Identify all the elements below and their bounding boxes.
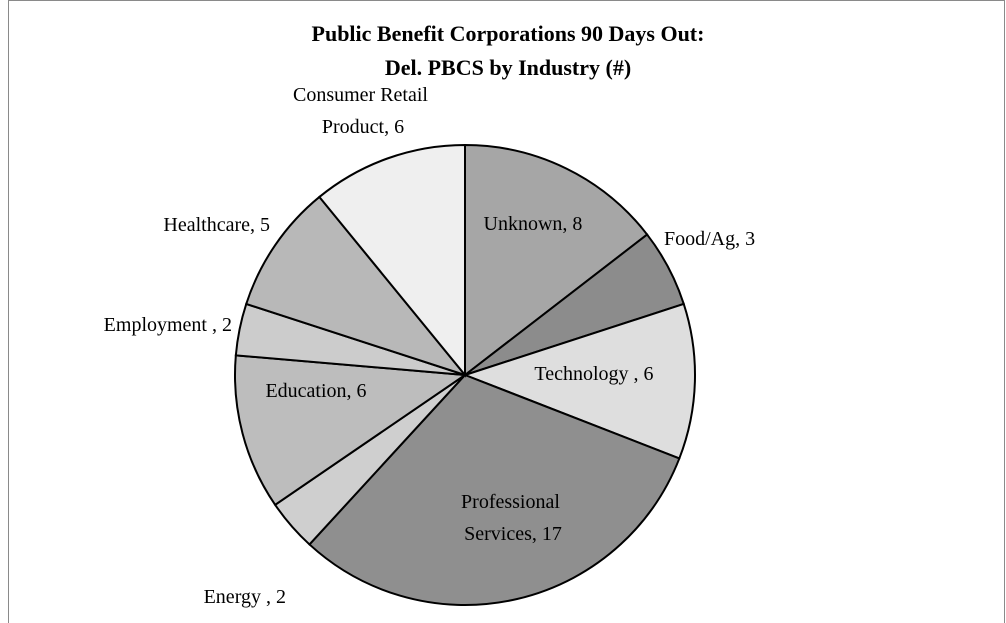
pie-slice bbox=[462, 302, 696, 460]
pie-slice bbox=[317, 143, 466, 378]
labels: Unknown, 8 Food/Ag, 3 Technology , 6 Profes… bbox=[104, 84, 755, 608]
data-label: Unknown, 8 bbox=[484, 213, 583, 235]
data-label: Food/Ag, 3 bbox=[664, 228, 755, 250]
pie-slice bbox=[234, 354, 468, 507]
data-label: Energy , 2 bbox=[204, 586, 286, 608]
pie-slice bbox=[464, 143, 649, 378]
pie-slice bbox=[308, 373, 681, 606]
data-label: Employment , 2 bbox=[104, 314, 232, 336]
data-label: Healthcare, 5 bbox=[163, 214, 270, 236]
data-label: Technology , 6 bbox=[534, 363, 653, 385]
pie-slice bbox=[244, 195, 468, 378]
chart-title: Del. PBCS by Industry (#) bbox=[385, 55, 631, 80]
chart-title: Public Benefit Corporations 90 Days Out: bbox=[312, 21, 705, 46]
data-label: Education, 6 bbox=[265, 380, 366, 402]
pie bbox=[234, 143, 696, 606]
data-label: Professional Services, 17 bbox=[461, 491, 565, 545]
data-label: Consumer Retail Product, 6 bbox=[293, 84, 433, 138]
